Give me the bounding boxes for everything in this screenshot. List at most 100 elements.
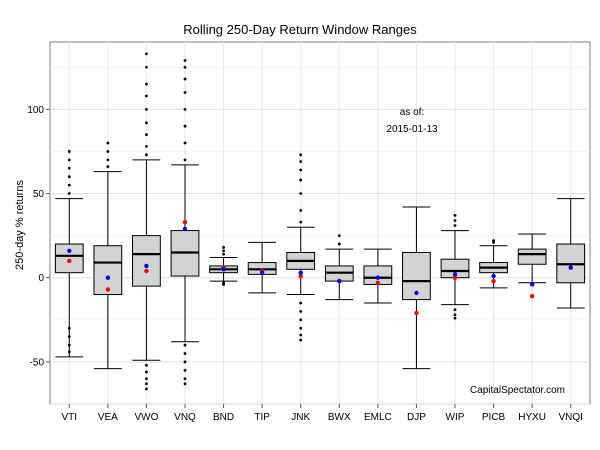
outlier-point (145, 370, 148, 374)
box-hyxu (517, 233, 547, 299)
red-marker (298, 273, 303, 279)
outlier-point (337, 234, 341, 238)
blue-marker (414, 290, 419, 296)
outlier-point (67, 166, 71, 170)
box-iqr (517, 248, 547, 265)
red-marker (414, 310, 419, 316)
box-emlc (363, 248, 393, 304)
outlier-point (299, 301, 303, 305)
x-tick-label: VNQI (558, 412, 582, 423)
outlier-point (67, 183, 71, 187)
blue-marker (221, 267, 226, 272)
outlier-point (337, 242, 341, 246)
x-tick-label: PICB (482, 412, 506, 423)
outlier-point (145, 107, 148, 111)
x-tick-label: VEA (98, 412, 118, 423)
blue-marker (105, 275, 111, 280)
box-vnq (170, 59, 200, 386)
outlier-point (453, 214, 457, 217)
blue-marker (337, 278, 342, 284)
blue-marker (375, 275, 381, 280)
box-bnd (209, 246, 238, 286)
box-djp (402, 206, 431, 370)
outlier-point (492, 239, 495, 243)
outlier-point (299, 338, 303, 342)
red-marker (105, 287, 111, 292)
outlier-point (145, 82, 148, 86)
blue-marker (144, 263, 149, 269)
outlier-point (145, 133, 148, 137)
x-axis-ticks: VTI VEA VWO VNQ BND TIP JNK BWX EMLC DJP WIP PICB HY… (62, 404, 583, 423)
outlier-point (67, 335, 71, 339)
box-iqr (54, 243, 84, 274)
x-tick-label: HYXU (518, 412, 546, 423)
outlier-point (106, 165, 110, 168)
outlier-point (453, 219, 457, 222)
x-tick-label: VTI (62, 412, 78, 423)
blue-marker (67, 248, 72, 253)
blue-marker (491, 273, 496, 279)
x-tick-label: BND (213, 412, 234, 423)
box-iqr (93, 245, 123, 296)
box-tip (247, 241, 277, 294)
outlier-point (299, 153, 303, 157)
outlier-point (106, 150, 110, 153)
x-tick-label: VWO (134, 412, 158, 423)
as-of-date: 2015-01-13 (386, 124, 438, 135)
red-marker (144, 268, 149, 274)
outlier-point (67, 192, 71, 195)
outlier-point (145, 94, 148, 98)
red-marker (452, 275, 458, 280)
outlier-point (145, 144, 148, 148)
blue-marker (529, 282, 535, 287)
outlier-point (145, 387, 148, 391)
outlier-point (106, 158, 110, 162)
box-vnqi (556, 198, 586, 309)
box-bwx (324, 234, 354, 301)
box-wip (440, 214, 470, 320)
y-axis-ticks: -50 0 50 100 (27, 105, 50, 368)
outlier-point (106, 141, 110, 145)
outlier-point (145, 65, 148, 69)
outlier-point (67, 175, 71, 179)
outlier-point (67, 343, 71, 347)
outlier-point (183, 65, 187, 69)
y-tick-label: 0 (38, 273, 44, 284)
outlier-point (299, 326, 303, 330)
box-jnk (286, 153, 316, 342)
x-tick-label: JNK (291, 412, 310, 423)
x-tick-label: BWX (328, 412, 351, 423)
outlier-point (145, 121, 148, 125)
outlier-point (67, 150, 71, 153)
outlier-point (145, 153, 148, 157)
red-marker (182, 219, 188, 225)
outlier-point (183, 377, 187, 381)
outlier-point (222, 246, 225, 249)
outlier-point (222, 252, 225, 256)
outlier-point (453, 313, 457, 317)
chart-title: Rolling 250-Day Return Window Ranges (183, 22, 417, 37)
outlier-point (183, 382, 187, 386)
red-marker (491, 278, 496, 284)
outlier-point (183, 124, 187, 128)
outlier-point (299, 208, 303, 212)
outlier-point (299, 160, 303, 163)
y-tick-label: 50 (33, 189, 45, 200)
as-of-label: as of: (400, 107, 424, 118)
box-vea (93, 141, 123, 370)
blue-marker (298, 270, 303, 275)
outlier-point (299, 318, 303, 322)
outlier-point (183, 352, 187, 355)
box-picb (479, 239, 508, 289)
x-tick-label: TIP (254, 412, 270, 423)
outlier-point (453, 224, 457, 227)
outlier-point (183, 77, 187, 81)
outlier-point (222, 283, 225, 286)
blue-marker (182, 226, 188, 232)
x-tick-label: EMLC (364, 412, 392, 423)
red-marker (67, 258, 72, 264)
red-marker (375, 280, 381, 285)
outlier-point (67, 158, 71, 162)
box-vwo (132, 52, 161, 391)
outlier-point (183, 141, 187, 145)
